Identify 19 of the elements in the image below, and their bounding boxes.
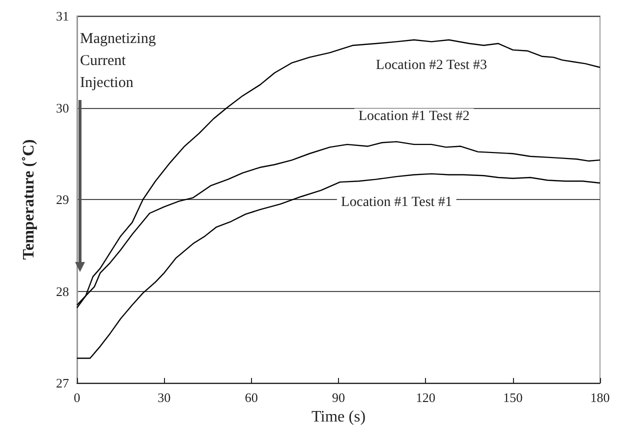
- y-tick-label: 27: [56, 376, 70, 390]
- x-tick-label: 180: [590, 390, 610, 405]
- line-series: [76, 173, 601, 359]
- y-tick-label: 28: [56, 284, 69, 299]
- x-tick-label: 30: [158, 390, 171, 405]
- series-label: Location #1 Test #2: [358, 108, 470, 124]
- series-label: Location #1 Test #1: [341, 195, 452, 210]
- series-label: Location #2 Test #3: [376, 58, 488, 74]
- y-tick-label: 30: [56, 100, 69, 116]
- x-tick-label: 150: [503, 390, 523, 405]
- x-tick-label: 120: [416, 390, 436, 405]
- x-axis-title: Time (s): [311, 408, 366, 426]
- annotation: Magnetizing Current Injection: [80, 30, 157, 93]
- x-tick-label: 90: [332, 390, 345, 405]
- y-tick-label: 31: [56, 8, 69, 24]
- x-tick-label: 60: [244, 390, 258, 405]
- y-tick-label: 29: [56, 192, 69, 207]
- y-axis-title: Temperature (˚C): [20, 139, 38, 260]
- x-tick-label: 0: [74, 390, 80, 405]
